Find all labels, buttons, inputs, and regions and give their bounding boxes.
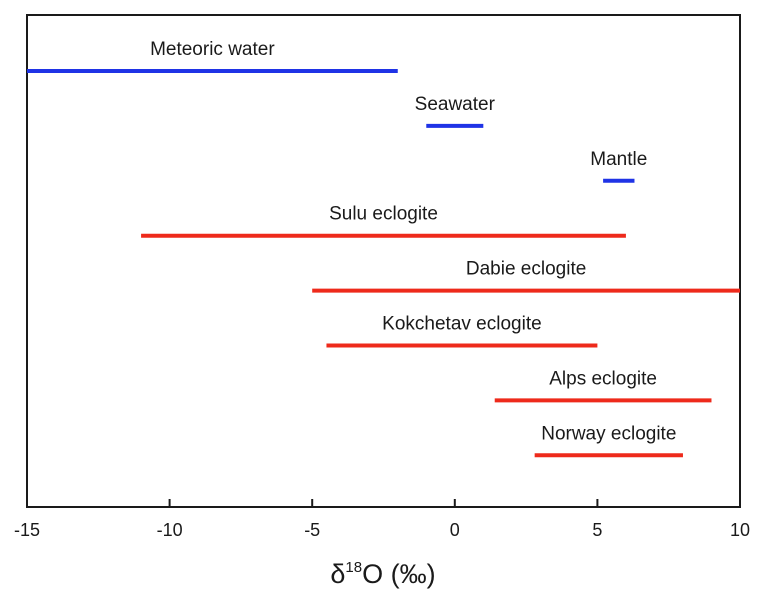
x-axis-title-symbol: δ [330,559,345,589]
range-labels: Meteoric water Seawater Mantle Sulu eclogit… [150,39,676,444]
x-tick-label: -5 [304,520,320,540]
range-label-seawater: Seawater [415,94,496,115]
range-label-norway-eclogite: Norway eclogite [541,423,676,444]
x-tick-label: -10 [157,520,183,540]
range-label-sulu-eclogite: Sulu eclogite [329,204,438,225]
range-label-mantle: Mantle [590,149,647,170]
range-label-dabie-eclogite: Dabie eclogite [466,259,586,280]
plot-frame [26,14,741,508]
range-label-meteoric-water: Meteoric water [150,39,275,60]
x-axis-title: δ18O (‰) [330,559,435,589]
x-tick-label: -15 [14,520,40,540]
x-tick-label: 0 [450,520,460,540]
x-tick-label: 10 [730,520,750,540]
x-tick-label: 5 [592,520,602,540]
range-label-kokchetav-eclogite: Kokchetav eclogite [382,314,542,335]
range-bars [27,69,740,458]
x-axis-title-superscript: 18 [345,559,362,576]
x-axis-title-rest: O (‰) [362,559,436,589]
range-label-alps-eclogite: Alps eclogite [549,368,657,389]
x-axis-ticks: -15 -10 -5 0 5 10 [14,499,750,540]
